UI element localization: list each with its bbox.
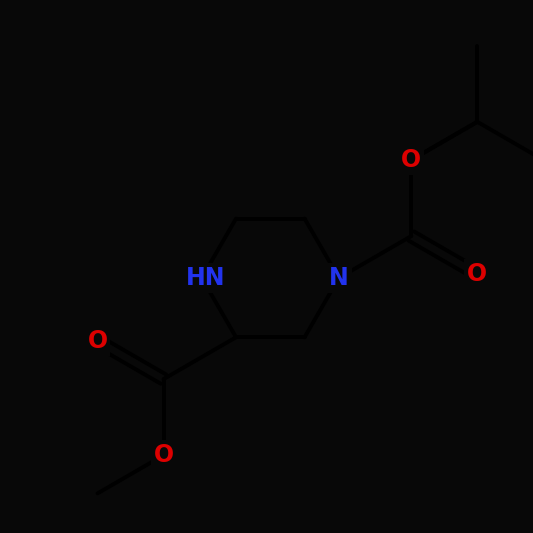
Text: O: O (154, 443, 174, 467)
Text: N: N (329, 266, 349, 290)
Text: O: O (401, 148, 422, 172)
Text: HN: HN (186, 266, 225, 290)
Text: O: O (87, 329, 108, 353)
Text: O: O (467, 262, 487, 286)
